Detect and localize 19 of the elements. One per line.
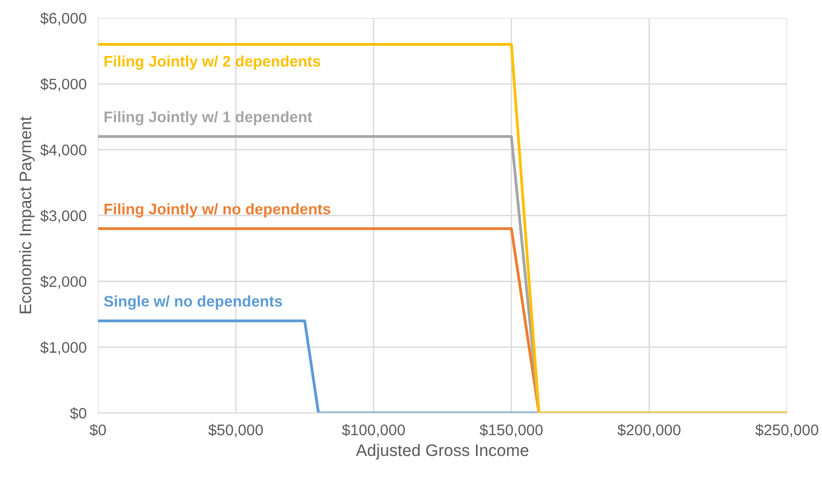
series-label: Filing Jointly w/ 2 dependents: [104, 55, 320, 70]
x-tick-label: $50,000: [208, 424, 263, 438]
series-label: Filing Jointly w/ no dependents: [104, 203, 330, 218]
x-tick-label: $250,000: [755, 424, 818, 438]
x-tick-label: $150,000: [480, 424, 543, 438]
y-tick-label: $1,000: [40, 341, 86, 355]
y-tick-label: $2,000: [40, 276, 86, 289]
y-tick-label: $5,000: [40, 78, 86, 92]
y-tick-label: $0: [70, 407, 86, 420]
x-tick-label: $0: [90, 424, 106, 436]
x-axis-title: Adjusted Gross Income: [356, 444, 528, 460]
y-tick-label: $4,000: [40, 144, 86, 158]
series-label: Filing Jointly w/ 1 dependent: [104, 111, 312, 126]
y-tick-label: $6,000: [40, 12, 86, 26]
series-label: Single w/ no dependents: [104, 295, 282, 310]
x-tick-label: $200,000: [618, 424, 680, 438]
x-tick-label: $100,000: [342, 424, 405, 438]
y-axis-title: Economic Impact Payment: [19, 116, 35, 314]
y-tick-label: $3,000: [40, 210, 86, 223]
